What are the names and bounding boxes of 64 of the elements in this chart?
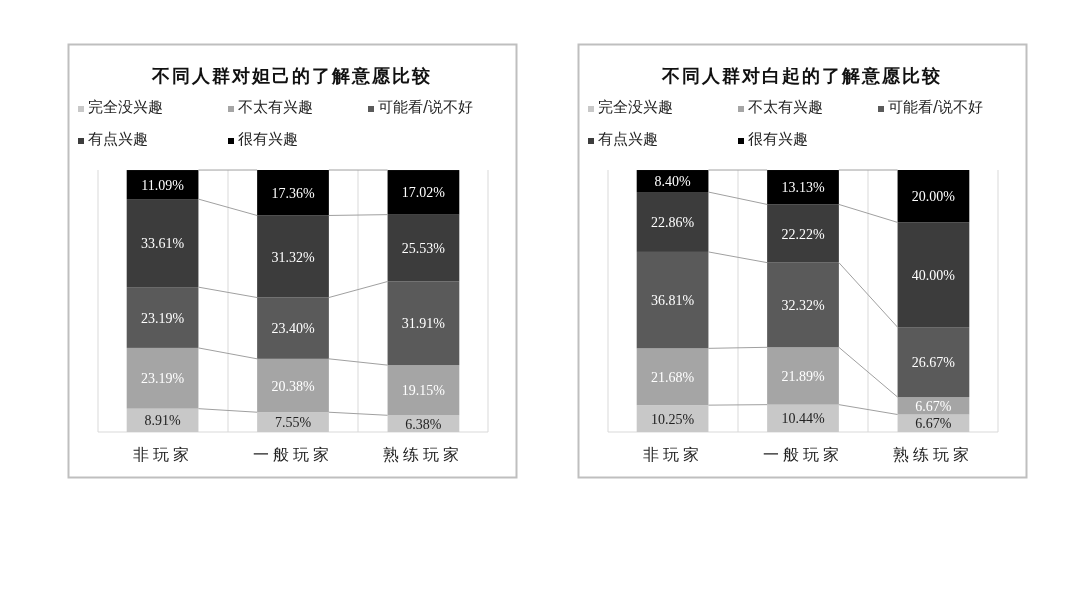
data-label: 20.00%: [911, 189, 956, 205]
bar: [387, 170, 460, 215]
bar: [257, 297, 329, 359]
data-label: 25.53%: [401, 241, 446, 257]
bar: [257, 215, 329, 298]
legend-label: 有点兴趣: [88, 130, 148, 148]
data-label: 36.81%: [650, 293, 695, 309]
bar: [897, 222, 970, 328]
bar: [387, 281, 460, 366]
bar: [387, 214, 460, 282]
data-label: 20.38%: [271, 378, 315, 394]
bar: [126, 199, 199, 288]
legend-label: 不太有兴趣: [238, 98, 313, 116]
legend-label: 很有兴趣: [238, 130, 298, 148]
legend-label: 完全没兴趣: [598, 98, 673, 116]
bar: [636, 192, 709, 252]
data-label: 33.61%: [140, 236, 185, 252]
data-label: 11.09%: [141, 177, 185, 193]
data-label: 31.32%: [271, 249, 315, 265]
bar: [257, 170, 329, 216]
data-label: 23.19%: [140, 310, 185, 326]
legend-label: 可能看/说不好: [888, 98, 984, 116]
data-label: 8.91%: [144, 413, 181, 429]
chart-title: 不同人群对妲己的了解意愿比较: [151, 65, 432, 86]
data-label: 22.22%: [781, 226, 825, 242]
data-label: 13.13%: [781, 180, 825, 196]
legend-label: 可能看/说不好: [378, 98, 474, 116]
x-tick-label: 非玩家: [132, 445, 193, 464]
data-label: 23.40%: [271, 321, 315, 337]
data-label: 21.89%: [781, 368, 825, 384]
data-label: 8.40%: [654, 174, 691, 190]
data-label: 31.91%: [401, 316, 446, 332]
legend-label: 很有兴趣: [748, 130, 808, 148]
x-tick-label: 一般玩家: [763, 445, 843, 464]
bar: [126, 287, 199, 348]
data-label: 19.15%: [401, 383, 446, 399]
legend-label: 不太有兴趣: [748, 98, 823, 116]
data-label: 23.19%: [140, 371, 185, 387]
data-label: 26.67%: [911, 355, 956, 371]
chart-title: 不同人群对白起的了解意愿比较: [661, 65, 942, 86]
data-label: 40.00%: [911, 267, 956, 283]
data-label: 22.86%: [650, 214, 695, 230]
data-label: 17.02%: [401, 185, 446, 201]
data-label: 32.32%: [781, 297, 825, 313]
x-tick-label: 熟练玩家: [893, 445, 974, 464]
data-label: 10.25%: [650, 411, 695, 427]
data-label: 6.38%: [405, 416, 442, 432]
bar: [636, 251, 709, 349]
data-label: 6.67%: [915, 398, 952, 414]
bar: [767, 170, 839, 205]
legend-label: 完全没兴趣: [88, 98, 163, 116]
data-label: 10.44%: [781, 411, 825, 427]
data-label: 21.68%: [650, 369, 695, 385]
x-tick-label: 熟练玩家: [383, 445, 464, 464]
data-label: 17.36%: [271, 185, 315, 201]
bar: [897, 170, 970, 223]
x-tick-label: 一般玩家: [253, 445, 333, 464]
x-tick-label: 非玩家: [642, 445, 703, 464]
bar: [767, 262, 839, 348]
data-label: 6.67%: [915, 416, 952, 432]
bar: [897, 327, 970, 398]
legend-label: 有点兴趣: [598, 130, 658, 148]
data-label: 7.55%: [274, 415, 312, 431]
bar: [767, 204, 839, 263]
